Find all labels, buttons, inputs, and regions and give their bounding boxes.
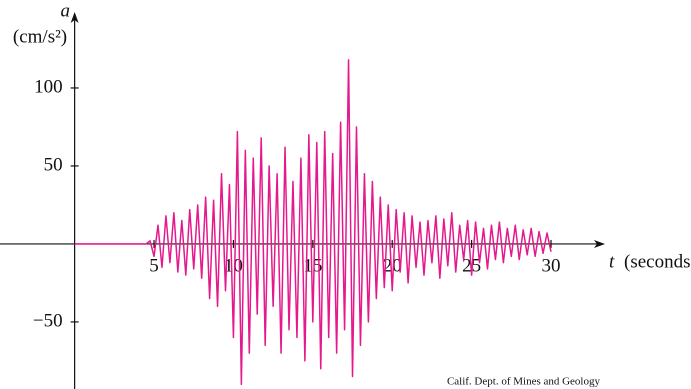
y-axis-arrow <box>70 12 79 23</box>
y-label-units: (cm/s²) <box>13 26 67 47</box>
source: Calif. Dept. of Mines and Geology <box>447 376 601 388</box>
y-tick-label: 50 <box>44 154 63 175</box>
x-tick-label: 30 <box>542 255 561 276</box>
x-tick-label: 10 <box>224 255 243 276</box>
x-tick-label: 15 <box>303 255 322 276</box>
x-label-units: (seconds) <box>624 251 691 272</box>
x-tick-label: 20 <box>383 255 402 276</box>
y-tick-label: −50 <box>33 310 63 331</box>
x-tick-label: 5 <box>149 255 159 276</box>
y-tick-label: 100 <box>34 76 63 97</box>
x-axis-arrow <box>594 239 605 248</box>
signal-line <box>74 59 552 386</box>
x-label-symbol: t <box>609 251 615 272</box>
y-label-symbol: a <box>61 0 71 21</box>
